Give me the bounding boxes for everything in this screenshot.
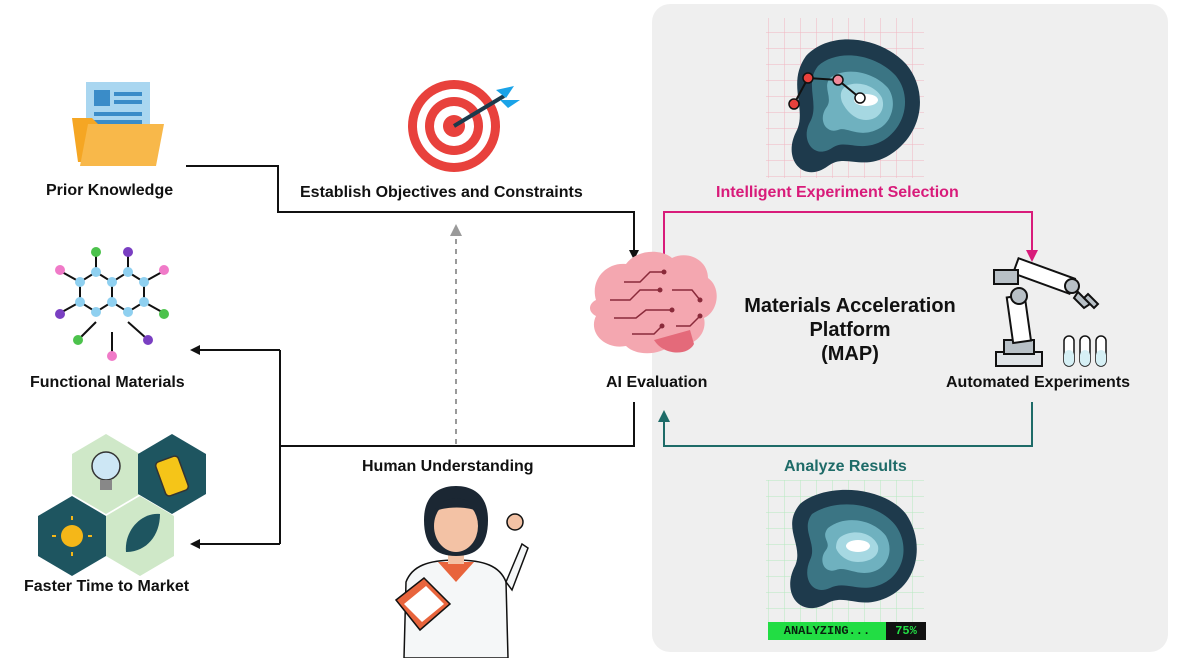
results-landscape-icon bbox=[766, 480, 924, 622]
platform-title-line-2: Platform bbox=[809, 319, 891, 341]
platform-title-line-3: (MAP) bbox=[821, 343, 879, 365]
robot-arm-icon bbox=[993, 256, 1100, 367]
document-folder-icon bbox=[72, 82, 164, 166]
intelligent-selection-label: Intelligent Experiment Selection bbox=[716, 184, 959, 201]
brain-icon bbox=[590, 251, 717, 354]
analyze-results-label: Analyze Results bbox=[784, 458, 907, 475]
hexagon-tiles-icon bbox=[38, 434, 206, 576]
platform-title: Materials Acceleration Platform (MAP) bbox=[720, 294, 980, 366]
prior-knowledge-arrow bbox=[186, 165, 639, 260]
human-understanding-label: Human Understanding bbox=[362, 458, 534, 475]
analyzing-text: ANALYZING... bbox=[768, 622, 886, 640]
objectives-label: Establish Objectives and Constraints bbox=[300, 184, 583, 201]
target-icon bbox=[408, 80, 520, 172]
test-tubes-icon bbox=[1063, 335, 1107, 367]
faster-time-label: Faster Time to Market bbox=[24, 578, 190, 595]
molecule-icon bbox=[55, 247, 169, 361]
output-arrows bbox=[190, 345, 635, 549]
analyze-results-arrow bbox=[658, 402, 1033, 447]
automated-experiments-label: Automated Experiments bbox=[946, 374, 1131, 391]
functional-materials-label: Functional Materials bbox=[30, 374, 185, 391]
landscape-map-icon bbox=[766, 18, 924, 178]
scientist-icon bbox=[394, 486, 529, 658]
platform-title-line-1: Materials Acceleration bbox=[744, 295, 956, 317]
intelligent-selection-arrow bbox=[663, 211, 1038, 262]
analyzing-percent: 75% bbox=[886, 622, 926, 640]
ai-evaluation-label: AI Evaluation bbox=[606, 374, 708, 391]
analyzing-progress-bar: ANALYZING... 75% bbox=[768, 622, 926, 640]
prior-knowledge-label: Prior Knowledge bbox=[46, 182, 174, 199]
